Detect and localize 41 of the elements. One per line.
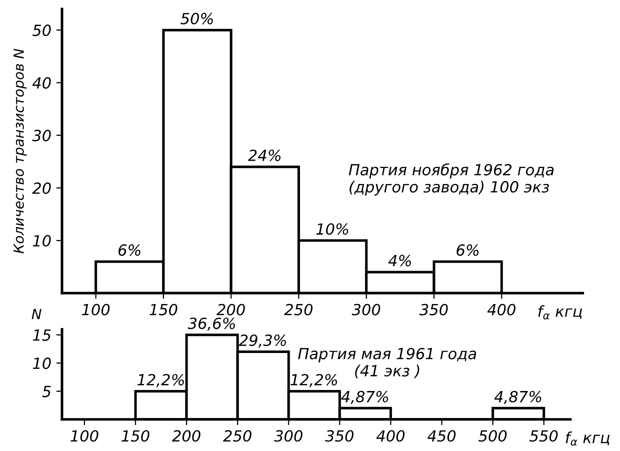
- y-tick-label: 50: [32, 24, 51, 36]
- data-label: 24%: [248, 150, 280, 162]
- x-tick-label: 550: [530, 430, 558, 442]
- x-tick-label: 400: [487, 304, 516, 316]
- y-tick-label: 30: [32, 130, 51, 142]
- annotation: 36,6%: [188, 318, 235, 331]
- y-tick-label: 40: [32, 77, 51, 89]
- data-label: 6%: [456, 244, 479, 256]
- x-tick-label: 200: [216, 304, 245, 316]
- x-tick-label: 450: [427, 430, 456, 442]
- annotation: 29,3%: [238, 334, 286, 348]
- x-axis-title: f$_{α}$ кгц: [538, 305, 582, 320]
- x-tick-label: 150: [122, 430, 150, 442]
- x-axis-title: f$_{α}$ кгц: [566, 431, 610, 446]
- annotation: 4,87%: [494, 390, 542, 404]
- data-label: 6%: [118, 244, 140, 256]
- y-tick-label: 20: [32, 182, 51, 194]
- x-tick-label: 400: [376, 430, 405, 442]
- x-tick-label: 100: [70, 430, 98, 442]
- x-tick-label: 350: [419, 304, 448, 316]
- annotation: 12,2%: [138, 374, 184, 388]
- data-label: 4%: [388, 254, 411, 266]
- x-tick-label: 200: [172, 430, 200, 442]
- x-tick-label: 150: [150, 304, 178, 316]
- x-tick-label: 300: [274, 430, 302, 442]
- x-tick-label: 250: [284, 304, 313, 316]
- x-tick-label: 350: [325, 430, 354, 442]
- data-label: 50%: [180, 12, 213, 24]
- x-tick-label: 300: [352, 304, 380, 316]
- y-axis-title: N: [32, 309, 42, 320]
- x-tick-label: 100: [82, 304, 110, 316]
- y-tick-label: 10: [32, 358, 51, 370]
- y-tick-label: 5: [42, 386, 51, 398]
- x-tick-label: 250: [223, 430, 252, 442]
- y-tick-label: 15: [32, 330, 51, 341]
- y-axis-title: Количество транзисторов N: [14, 48, 27, 254]
- y-tick-label: 10: [32, 235, 51, 247]
- data-label: 10%: [316, 223, 348, 235]
- annotation: Партия ноября 1962 года (другого завода) 100 экз: [348, 163, 554, 196]
- x-tick-label: 500: [478, 430, 507, 442]
- annotation: 4,87%: [341, 390, 388, 404]
